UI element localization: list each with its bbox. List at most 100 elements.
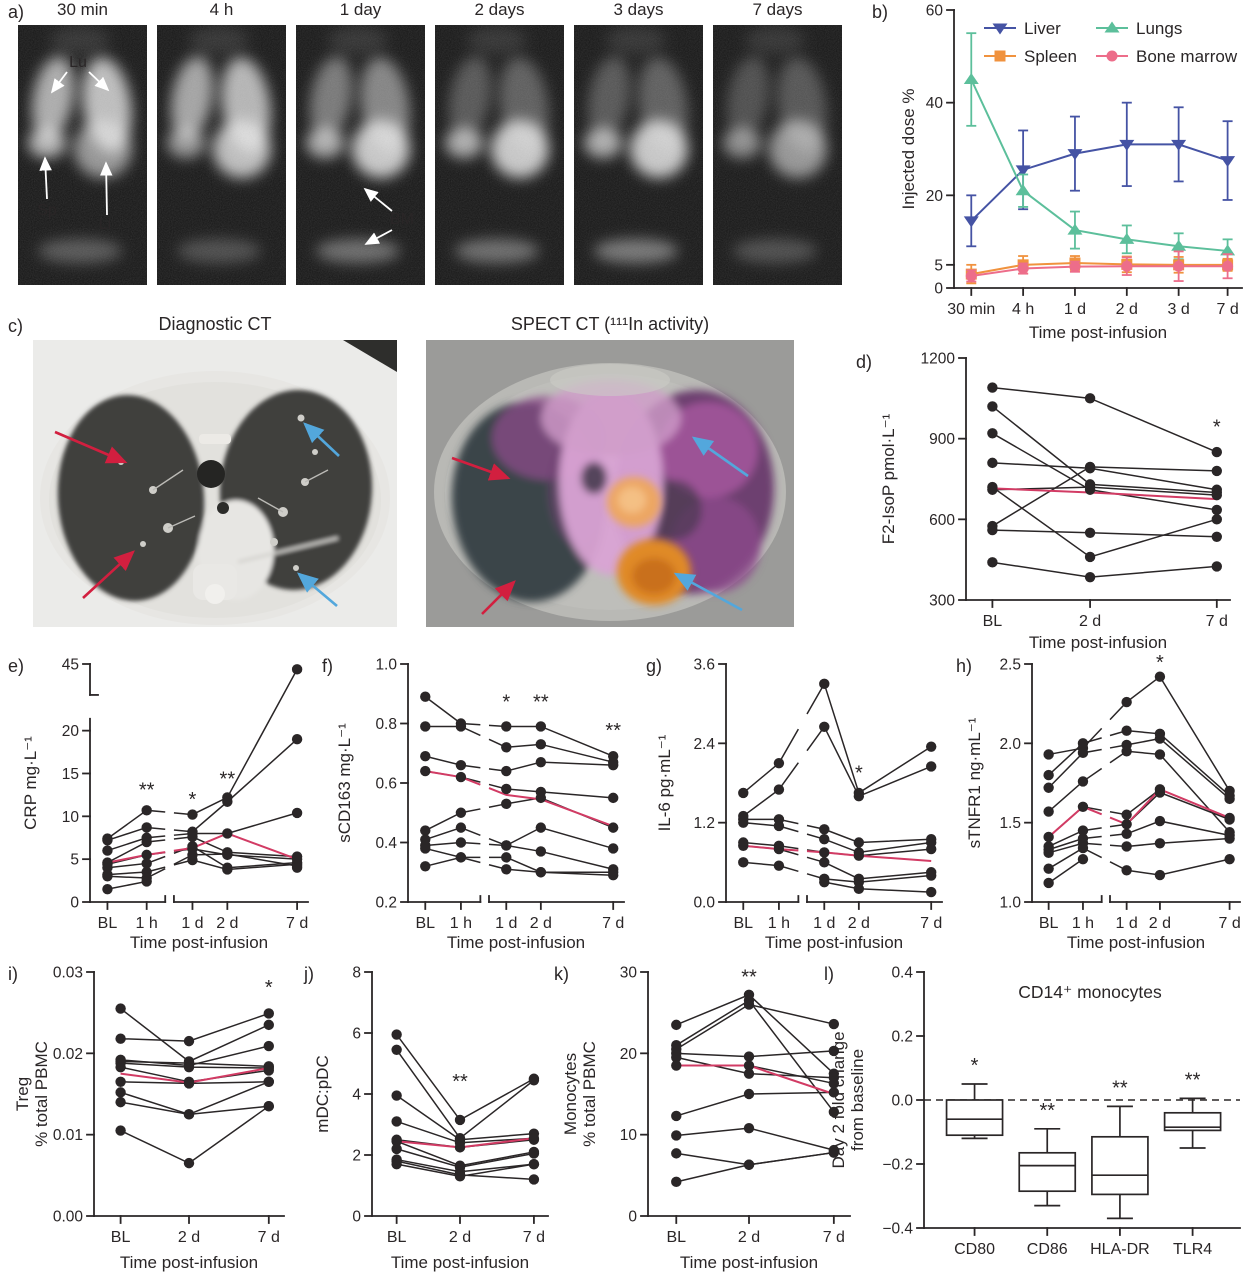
svg-text:BL: BL [1039,915,1059,932]
svg-text:1 h: 1 h [768,915,790,932]
svg-text:600: 600 [929,512,955,529]
svg-text:10: 10 [62,809,80,826]
svg-text:*: * [1156,652,1164,674]
timepoint-caption: 3 days [613,0,664,19]
x-tick-labels: BL 2 d 7 d [387,1229,545,1246]
svg-text:45: 45 [62,657,79,674]
spect-image-title: SPECT CT (¹¹¹In activity) [510,314,710,334]
panel-c-label: c) [8,316,23,336]
mediastinum [193,434,237,604]
data-points [738,678,937,898]
x-tick-labels: 30 min 4 h 1 d 2 d 3 d 7 d [947,301,1238,318]
chart-j-canvas: 0 2 4 6 8 BL 2 d 7 d mDC:pDC Time post-infusion ** [313,965,549,1272]
x-tick-labels: CD80 CD86 HLA-DR TLR4 [954,1241,1212,1258]
svg-text:2 d: 2 d [449,1229,471,1246]
svg-text:1 d: 1 d [495,915,517,932]
panel-f-label: f) [322,656,333,676]
axes [364,971,549,1224]
x-tick-labels: BL 1 h 1 d 2 d 7 d [415,915,624,932]
svg-text:7 d: 7 d [258,1229,280,1246]
axes [958,357,1231,608]
svg-text:0.00: 0.00 [53,1209,84,1226]
svg-text:F2-IsoP pmol·L⁻¹: F2-IsoP pmol·L⁻¹ [879,413,898,544]
svg-text:0.8: 0.8 [375,716,397,733]
svg-text:Bone marrow: Bone marrow [1136,47,1238,66]
cd14-monocytes-boxplot: −0.4 −0.2 0.0 0.2 0.4 CD80 CD86 HLA-DR TLR4 Day 2… [828,958,1250,1280]
svg-text:Monocytes: Monocytes [561,1053,580,1135]
series-markers-bone-marrow [965,260,1234,282]
svg-text:7 d: 7 d [523,1229,545,1246]
svg-text:2 d: 2 d [530,915,552,932]
scintigram-image [574,25,703,285]
median-line [425,770,614,828]
axis-titles: Injected dose % Time post-infusion [899,89,1167,342]
scintigram-tile: 4 h [157,0,286,285]
svg-text:40: 40 [926,95,944,112]
svg-text:1 d: 1 d [1064,301,1086,318]
significance-markers: * [265,977,273,999]
svg-text:1 d: 1 d [181,915,203,932]
panel-g-label: g) [646,656,663,676]
axes [1024,663,1241,910]
scintigram-image [157,25,286,285]
svg-text:1 h: 1 h [136,915,158,932]
panel-b-label: b) [872,2,889,22]
svg-text:IL-6 pg·mL⁻¹: IL-6 pg·mL⁻¹ [655,734,674,831]
svg-text:2: 2 [352,1148,361,1165]
y-tick-labels: 0 5 20 40 60 [926,3,944,298]
biodistribution-chart: 0 5 20 40 60 30 min 4 h 1 d 2 d 3 d 7 d Injected do… [898,0,1250,353]
timepoint-caption: 1 day [339,0,382,19]
svg-text:BM: BM [390,211,414,228]
boxes: ***** ** [945,1055,1222,1220]
data-points [987,382,1222,583]
chart-k-canvas: 0 10 20 30 BL 2 d 7 d Monocytes% total PBMC Time… [561,965,851,1272]
axes [82,663,309,910]
x-tick-labels: BL 2 d 7 d [666,1229,844,1246]
axes [400,663,625,910]
organ-annotations: Lu Sp Li [37,54,113,233]
data-points [391,1029,540,1185]
y-tick-labels: 0.0 1.2 2.4 3.6 [693,657,715,912]
red-arrows [54,430,135,599]
svg-text:TLR4: TLR4 [1173,1241,1212,1258]
svg-text:2 d: 2 d [216,915,238,932]
svg-text:*: * [502,692,510,714]
chart-b-canvas: 0 5 20 40 60 30 min 4 h 1 d 2 d 3 d 7 d Injected do… [899,3,1243,342]
timepoint-caption: 30 min [56,0,109,19]
svg-text:mDC:pDC: mDC:pDC [313,1055,332,1132]
svg-text:HLA-DR: HLA-DR [1090,1241,1150,1258]
error-bars-liver [966,101,1233,248]
scintigraphy-strip: 30 min Lu Sp Li 4 h 1 day BM 2 days 3 days… [18,0,842,285]
svg-text:−0.4: −0.4 [882,1221,913,1238]
scd163-chart: 0.2 0.4 0.6 0.8 1.0 BL 1 h 1 d 2 d 7 d sCD163 mg·L… [334,650,636,963]
svg-text:**: ** [605,720,621,742]
svg-text:Time post-infusion: Time post-infusion [391,1253,529,1272]
svg-text:Time post-infusion: Time post-infusion [1029,323,1167,342]
svg-text:1200: 1200 [921,351,956,368]
y-tick-labels: 0.00 0.01 0.02 0.03 [53,965,84,1226]
svg-text:Injected dose %: Injected dose % [899,89,918,210]
series-line-spleen [971,261,1228,276]
axis-titles: Day 2 fold change from baseline [829,1031,867,1168]
diagnostic-ct-image [33,340,397,627]
svg-text:**: ** [1039,1100,1055,1122]
organ-annotations: BM [363,187,414,245]
significance-markers: * [1213,416,1221,438]
data-points [420,691,619,881]
svg-text:1 d: 1 d [813,915,835,932]
axis-titles: IL-6 pg·mL⁻¹ Time post-infusion [655,734,903,952]
axis-titles: sTNFR1 ng·mL⁻¹ Time post-infusion [965,717,1205,952]
significance-markers: ***** [139,768,235,811]
svg-text:CD80: CD80 [954,1241,995,1258]
svg-text:*: * [1213,416,1221,438]
monocytes-chart: 0 10 20 30 BL 2 d 7 d Monocytes% total PBMC Time… [560,958,864,1280]
svg-text:BL: BL [666,1229,686,1246]
svg-text:2 d: 2 d [1149,915,1171,932]
svg-text:% total PBMC: % total PBMC [32,1041,51,1147]
svg-text:BL: BL [983,613,1003,630]
median-line [743,844,932,863]
panel-l-label: l) [824,964,834,984]
scintigram-tile: 2 days [435,0,564,285]
y-tick-labels: 0.2 0.4 0.6 0.8 1.0 [375,657,397,912]
svg-text:*: * [855,763,863,785]
